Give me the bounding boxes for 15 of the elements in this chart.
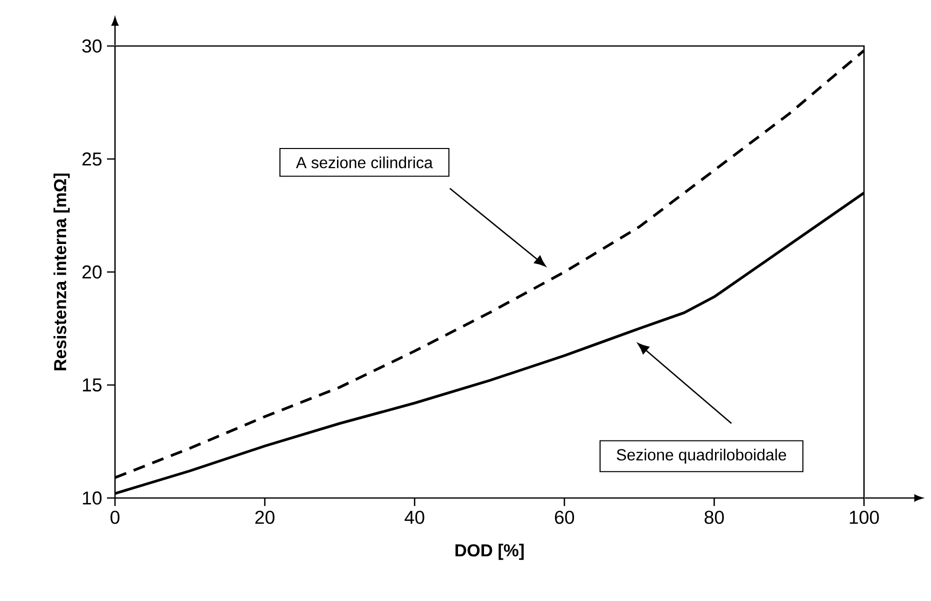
annotation: A sezione cilindrica [296, 156, 433, 168]
y-tick-label: 25 [82, 152, 102, 166]
y-tick-label: 15 [82, 378, 102, 392]
y-tick-label: 30 [82, 39, 102, 53]
annotation: Sezione quadriloboidale [616, 448, 786, 464]
x-tick-label: 20 [255, 510, 274, 524]
x-tick-label: 80 [704, 510, 724, 524]
x-tick-label: 100 [850, 510, 879, 524]
y-axis-title: Resistenza interna [mΩ] [54, 174, 70, 370]
x-tick-label: 40 [404, 510, 424, 524]
y-tick-label: 10 [82, 491, 102, 505]
x-tick-label: 0 [110, 510, 120, 524]
x-axis-title: DOD [%] [456, 544, 524, 560]
y-tick-label: 20 [82, 265, 102, 279]
x-tick-label: 60 [554, 510, 574, 524]
